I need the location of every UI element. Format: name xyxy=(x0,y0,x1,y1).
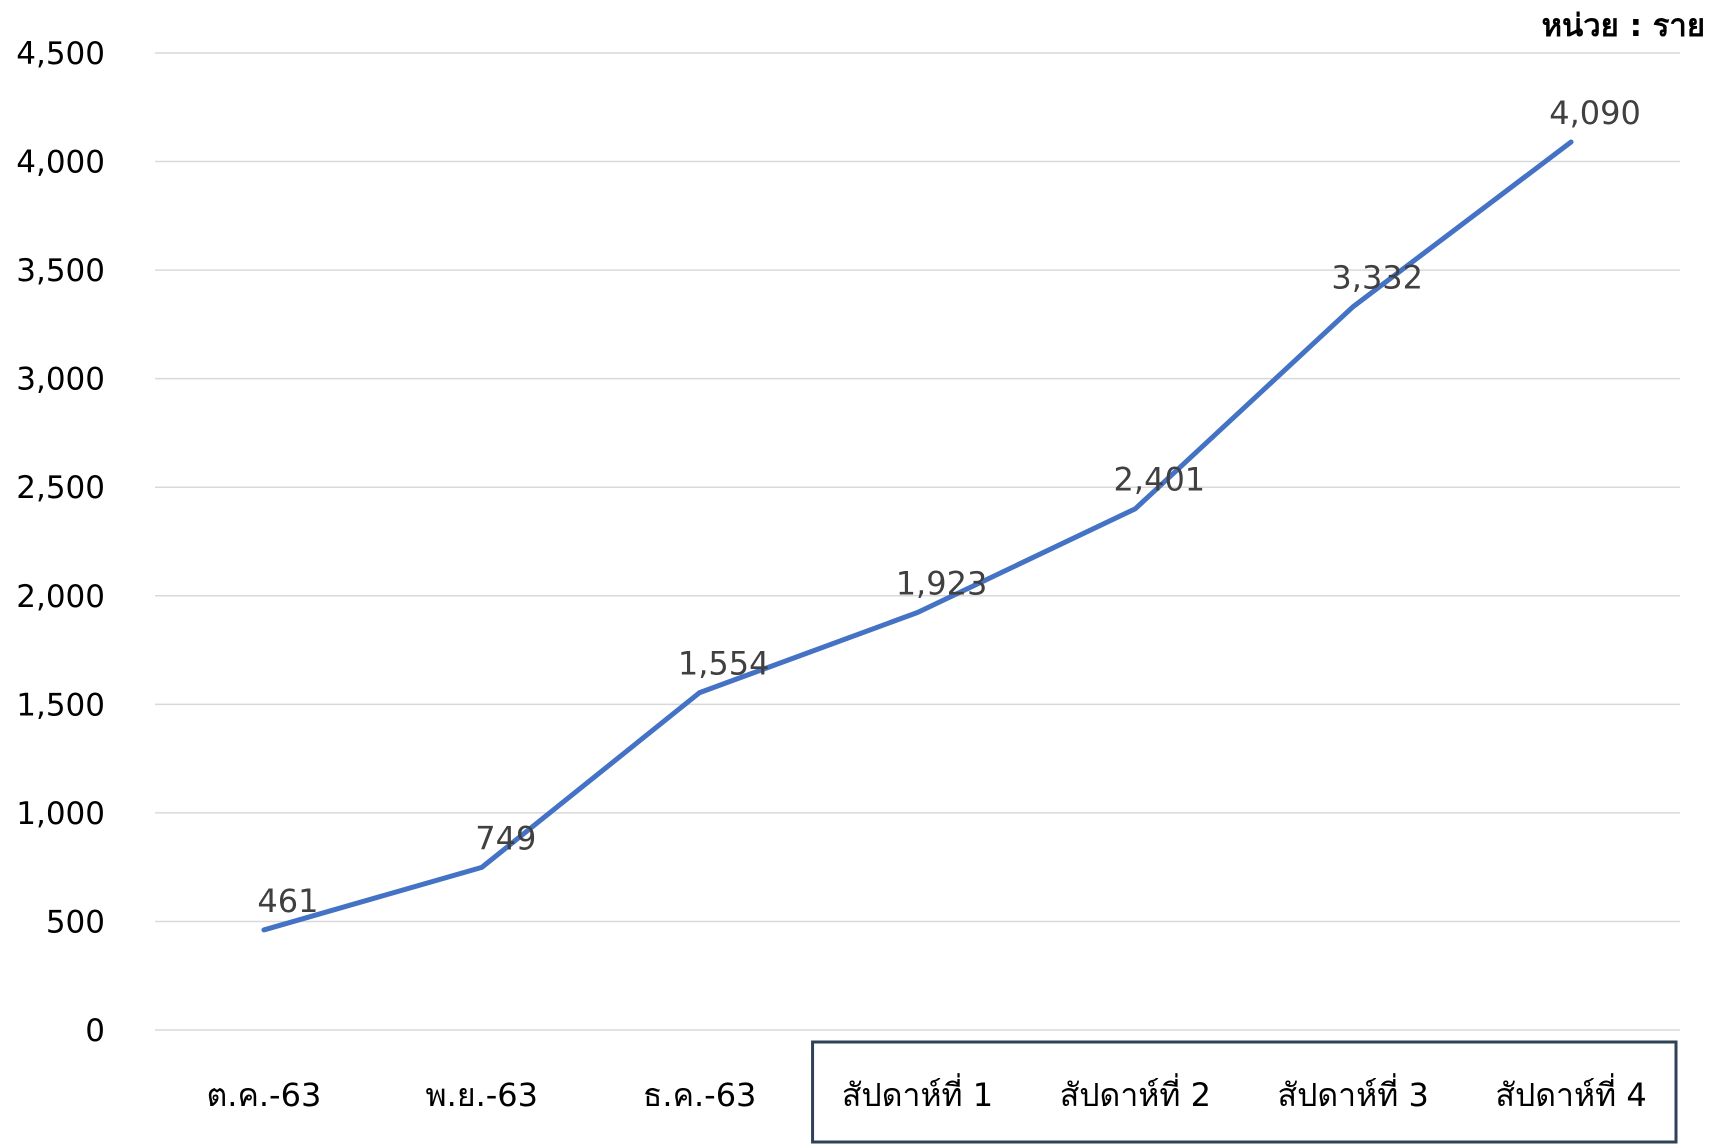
data-label: 461 xyxy=(257,882,318,920)
data-label: 1,554 xyxy=(678,645,770,683)
data-label: 4,090 xyxy=(1549,94,1641,132)
data-label: 3,332 xyxy=(1331,259,1423,297)
series-layer xyxy=(261,139,1574,933)
y-axis-ticks: 0 500 1,000 1,500 2,000 2,500 3,000 3,500 4,000 4… xyxy=(16,36,105,1049)
data-point xyxy=(1133,507,1137,511)
unit-label: หน่วย : ราย xyxy=(1542,8,1705,44)
data-point xyxy=(262,928,266,932)
y-tick-label: 1,000 xyxy=(16,796,105,832)
data-point xyxy=(916,610,919,614)
y-tick-label: 3,500 xyxy=(16,253,105,289)
x-tick-label: สัปดาห์ที่ 2 xyxy=(1060,1073,1211,1114)
data-label: 2,401 xyxy=(1114,461,1206,499)
y-tick-label: 4,500 xyxy=(16,36,105,72)
gridlines xyxy=(155,52,1680,1031)
y-tick-label: 0 xyxy=(85,1013,105,1049)
x-tick-label: สัปดาห์ที่ 4 xyxy=(1495,1073,1646,1114)
y-tick-label: 4,000 xyxy=(16,145,105,181)
y-tick-label: 3,000 xyxy=(16,362,105,398)
weekly-highlight-box xyxy=(811,1040,1678,1144)
y-tick-label: 2,500 xyxy=(16,470,105,506)
y-tick-label: 500 xyxy=(46,904,105,940)
y-tick-label: 1,500 xyxy=(16,687,105,723)
x-tick-label: ต.ค.-63 xyxy=(207,1076,322,1114)
data-labels: 461 749 1,554 1,923 2,401 3,332 4,090 xyxy=(257,94,1640,920)
data-point xyxy=(480,865,484,869)
data-point xyxy=(1351,305,1355,309)
x-tick-label: สัปดาห์ที่ 1 xyxy=(842,1073,993,1114)
data-point xyxy=(1569,140,1573,144)
x-tick-label: สัปดาห์ที่ 3 xyxy=(1278,1073,1429,1114)
x-axis-ticks: ต.ค.-63 พ.ย.-63 ธ.ค.-63 สัปดาห์ที่ 1 สัปดาห์… xyxy=(207,1073,1647,1114)
y-tick-label: 2,000 xyxy=(16,579,105,615)
x-tick-label: พ.ย.-63 xyxy=(426,1076,538,1114)
data-point xyxy=(698,691,702,695)
data-label: 749 xyxy=(475,819,536,857)
data-label: 1,923 xyxy=(896,564,988,602)
x-tick-label: ธ.ค.-63 xyxy=(643,1076,757,1114)
